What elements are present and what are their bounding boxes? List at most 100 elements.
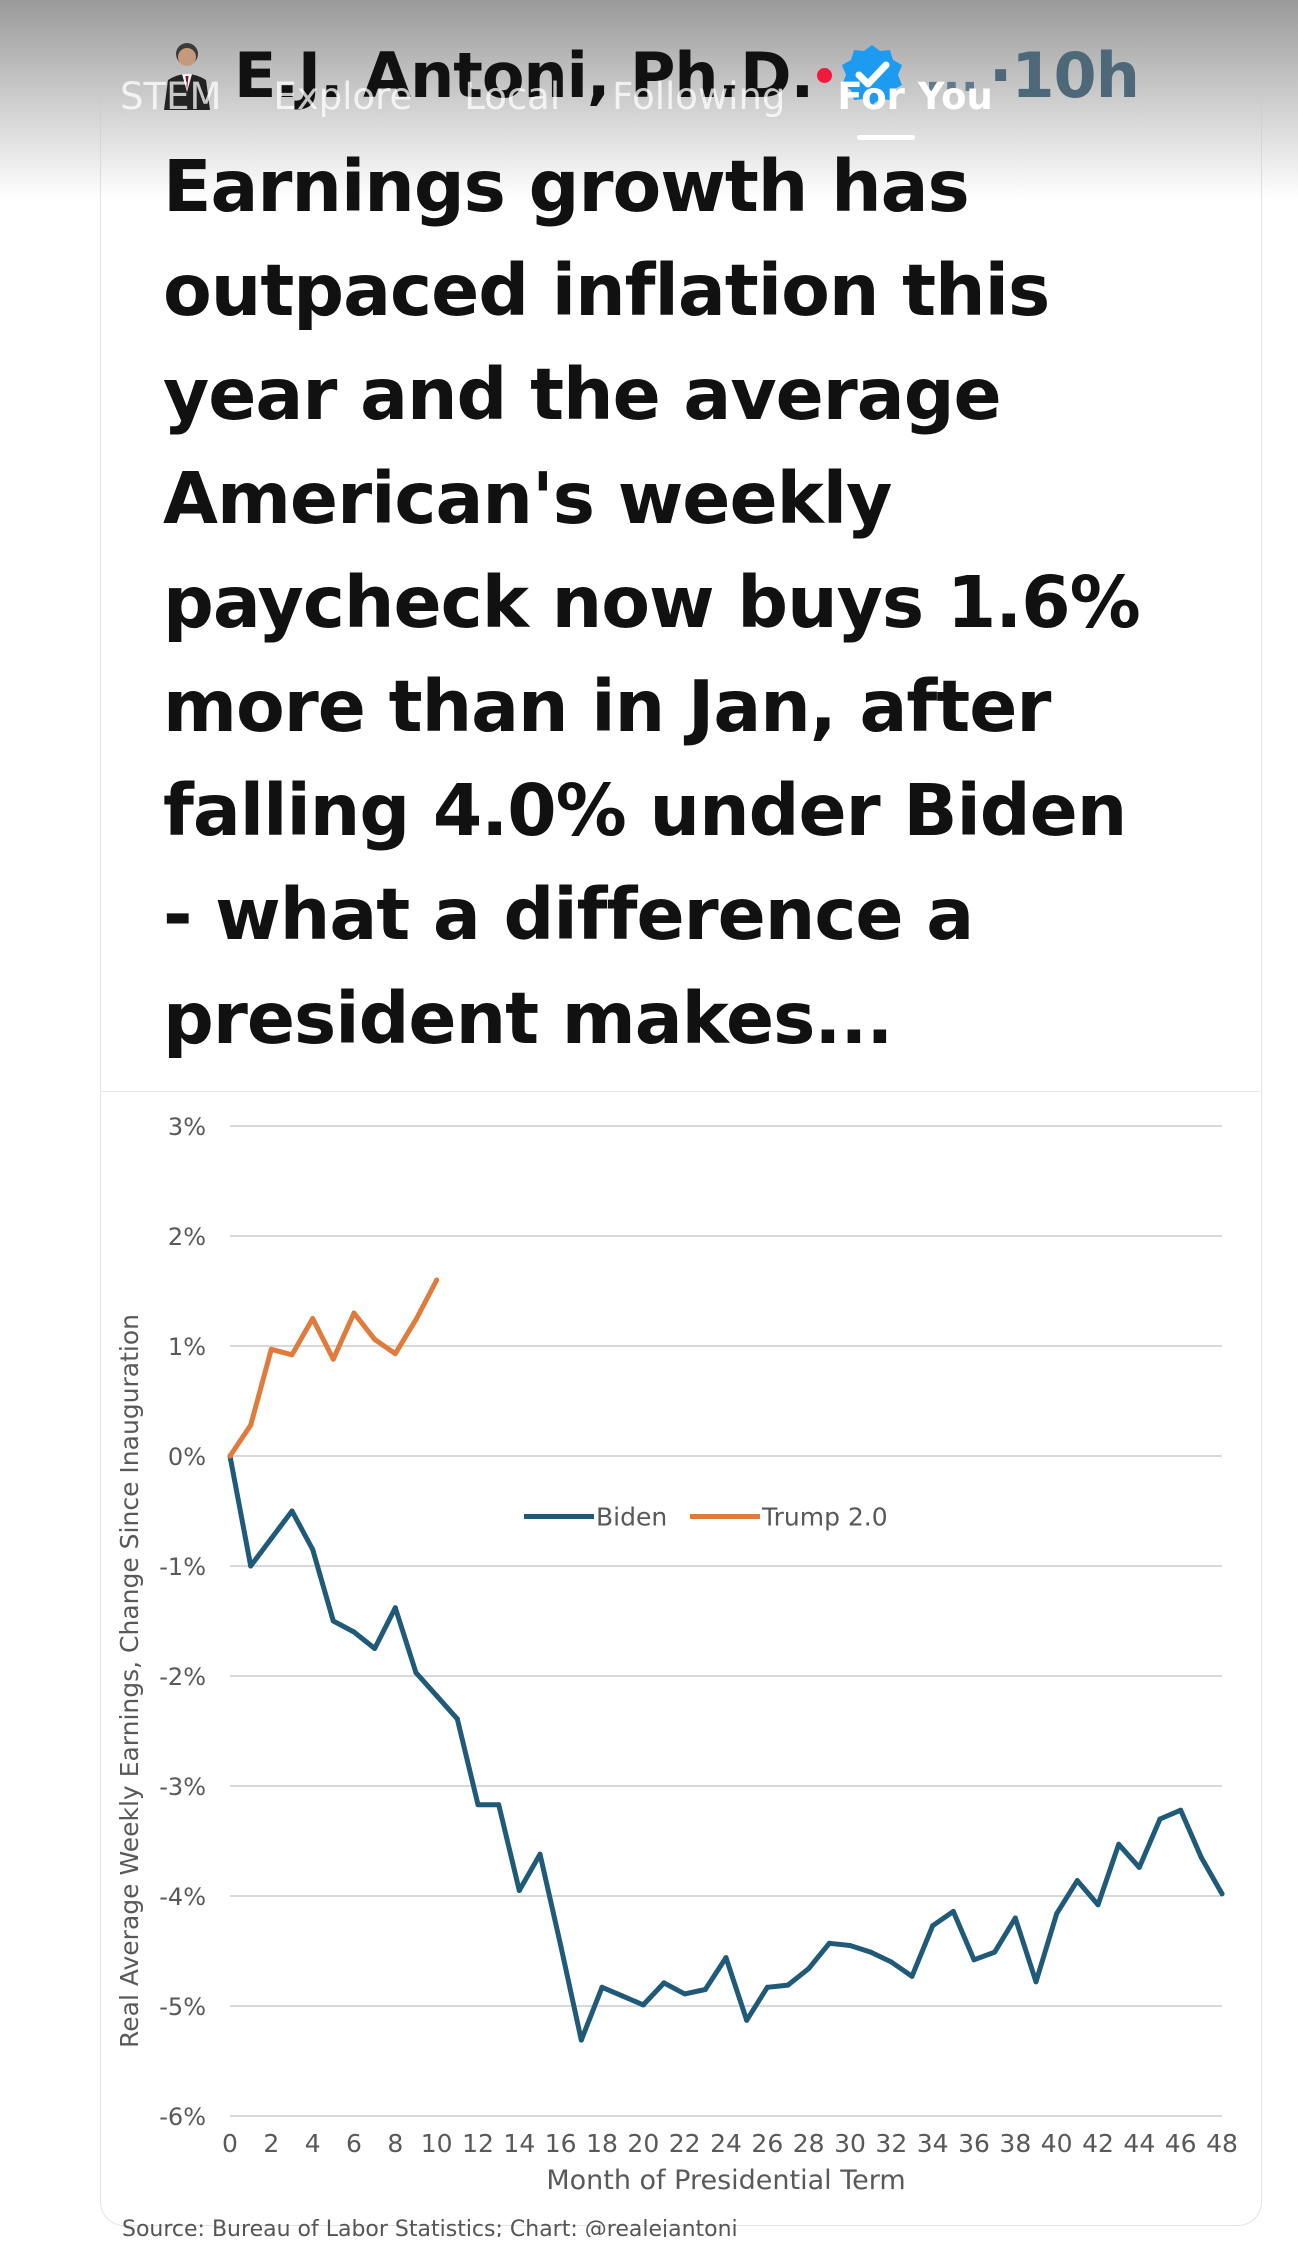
notification-dot	[817, 67, 833, 83]
status-overlay	[0, 0, 1298, 200]
y-axis-title: Real Average Weekly Earnings, Change Sin…	[115, 1314, 144, 2048]
x-tick-label: 10	[421, 2129, 453, 2158]
data-point-biden	[558, 1943, 564, 1948]
data-point-biden	[847, 1943, 853, 1948]
feed-tabs: STEM Explore Local Following For You	[120, 75, 1045, 140]
data-point-trump-2-0	[330, 1356, 336, 1362]
data-point-biden	[950, 1908, 956, 1914]
data-point-biden	[992, 1949, 998, 1955]
chart-source: Source: Bureau of Labor Statistics; Char…	[122, 2217, 738, 2237]
y-tick-label: 0%	[168, 1443, 206, 1471]
avatar[interactable]	[160, 40, 214, 110]
verified-badge-icon	[842, 45, 903, 105]
x-tick-label: 24	[710, 2129, 742, 2158]
x-tick-label: 44	[1123, 2129, 1155, 2158]
data-point-biden	[434, 1693, 440, 1699]
data-point-biden	[702, 1987, 708, 1992]
post-text-line: American's weekly	[163, 457, 892, 540]
data-point-biden	[1178, 1807, 1184, 1813]
data-point-biden	[1136, 1864, 1142, 1870]
x-tick-label: 34	[917, 2129, 949, 2158]
post-card[interactable]	[100, 0, 1262, 2226]
data-point-biden	[723, 1955, 729, 1961]
x-tick-label: 12	[462, 2129, 494, 2158]
data-point-biden	[620, 1993, 626, 1999]
data-point-biden	[289, 1508, 295, 1514]
post-text-line: - what a difference a	[163, 873, 974, 956]
series-line-biden	[227, 1453, 1225, 2043]
x-tick-label: 8	[387, 2129, 403, 2158]
x-tick-label: 30	[834, 2129, 866, 2158]
data-point-biden	[1116, 1841, 1122, 1847]
data-point-biden	[248, 1563, 254, 1569]
author-name[interactable]: E.J. Antoni, Ph.D.	[234, 38, 814, 112]
data-point-biden	[806, 1966, 812, 1972]
legend-label: Biden	[596, 1503, 667, 1532]
data-point-biden	[310, 1547, 316, 1552]
data-point-biden	[785, 1982, 791, 1988]
data-point-trump-2-0	[413, 1317, 419, 1323]
data-point-biden	[1033, 1979, 1039, 1985]
data-point-biden	[496, 1802, 502, 1808]
data-point-biden	[330, 1618, 336, 1624]
data-point-biden	[971, 1957, 977, 1963]
post-text: Earnings growth has outpaced inflation t…	[163, 135, 1223, 1071]
x-tick-label: 20	[627, 2129, 659, 2158]
earnings-chart[interactable]: 3%2%1%0%-1%-2%-3%-4%-5%-6%0 2 4 6 8 10 12 14 16 1…	[100, 1092, 1260, 2217]
y-tick-label: -3%	[159, 1773, 206, 1801]
x-tick-label: 46	[1165, 2129, 1197, 2158]
data-point-trump-2-0	[310, 1316, 316, 1321]
x-tick-label: 14	[503, 2129, 535, 2158]
post-text-line: year and the average	[163, 353, 1002, 436]
tab-stem[interactable]: STEM	[120, 75, 222, 118]
post-text-line: outpaced inflation this	[163, 249, 1050, 332]
y-tick-label: 3%	[168, 1113, 206, 1141]
post-text-line: president makes...	[163, 977, 893, 1060]
data-point-biden	[744, 2017, 750, 2023]
x-tick-label: 36	[958, 2129, 990, 2158]
data-point-biden	[537, 1851, 543, 1857]
data-point-biden	[868, 1949, 874, 1955]
data-point-biden	[1219, 1891, 1225, 1897]
data-point-biden	[640, 2002, 646, 2008]
data-point-biden	[268, 1536, 274, 1541]
y-tick-label: 2%	[168, 1223, 206, 1251]
data-point-biden	[764, 1984, 770, 1990]
post-text-line: Earnings growth has	[163, 145, 970, 228]
y-tick-label: 1%	[168, 1333, 206, 1361]
legend-label: Trump 2.0	[761, 1503, 888, 1532]
tab-local[interactable]: Local	[464, 75, 561, 118]
data-point-trump-2-0	[351, 1310, 357, 1316]
y-tick-label: -6%	[159, 2103, 206, 2131]
data-point-biden	[475, 1802, 481, 1808]
tab-following[interactable]: Following	[612, 75, 786, 118]
data-point-trump-2-0	[248, 1422, 254, 1428]
data-point-trump-2-0	[268, 1346, 274, 1352]
x-tick-label: 16	[545, 2129, 577, 2158]
data-point-biden	[826, 1940, 832, 1946]
data-point-biden	[351, 1629, 357, 1635]
more-options-icon[interactable]: ...	[924, 47, 979, 103]
data-point-biden	[1198, 1855, 1204, 1860]
x-tick-label: 4	[305, 2129, 321, 2158]
y-tick-label: -5%	[159, 1993, 206, 2021]
data-point-biden	[930, 1923, 936, 1929]
tab-for-you[interactable]: For You	[837, 75, 993, 140]
post-text-line: falling 4.0% under Biden	[163, 769, 1127, 852]
x-tick-label: 18	[586, 2129, 618, 2158]
post-text-line: paycheck now buys 1.6%	[163, 561, 1141, 644]
data-point-biden	[888, 1959, 894, 1965]
x-tick-label: 6	[346, 2129, 362, 2158]
post-header: E.J. Antoni, Ph.D. ... ·10h	[160, 30, 1140, 120]
x-tick-label: 28	[793, 2129, 825, 2158]
tab-explore[interactable]: Explore	[273, 75, 413, 118]
data-point-trump-2-0	[289, 1352, 295, 1358]
data-point-biden	[392, 1605, 398, 1611]
x-tick-label: 40	[1041, 2129, 1073, 2158]
y-tick-label: -2%	[159, 1663, 206, 1691]
x-tick-label: 48	[1206, 2129, 1238, 2158]
data-point-biden	[1054, 1911, 1060, 1917]
x-axis-title: Month of Presidential Term	[546, 2165, 905, 2196]
y-tick-label: -4%	[159, 1883, 206, 1911]
data-point-biden	[661, 1980, 667, 1986]
